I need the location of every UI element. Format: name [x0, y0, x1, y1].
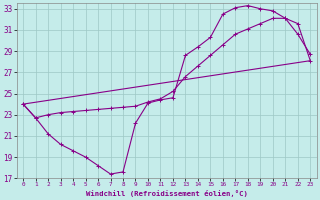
- X-axis label: Windchill (Refroidissement éolien,°C): Windchill (Refroidissement éolien,°C): [86, 190, 248, 197]
